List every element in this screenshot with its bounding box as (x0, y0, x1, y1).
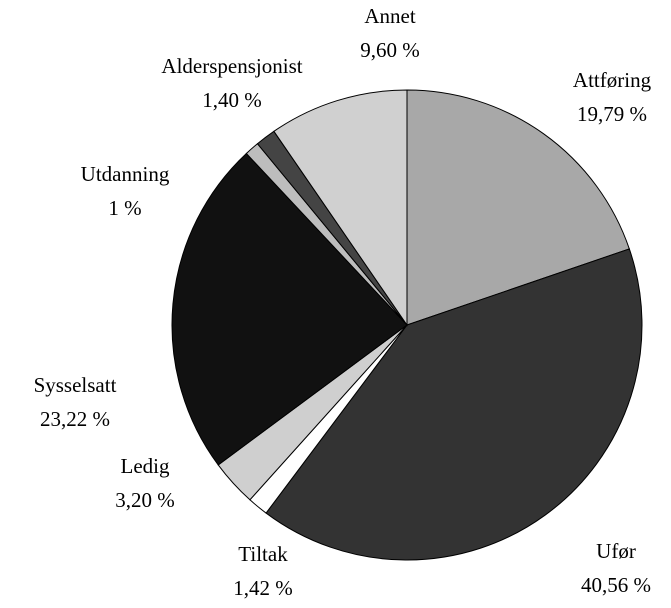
slice-label: Utdanning (81, 162, 170, 186)
slice-value: 1,40 % (202, 88, 262, 112)
slice-value: 9,60 % (360, 38, 420, 62)
slice-label: Attføring (573, 68, 652, 92)
slice-value: 23,22 % (40, 407, 110, 431)
slice-label: Alderspensjonist (161, 54, 302, 78)
slice-label: Sysselsatt (34, 373, 117, 397)
slice-label: Ledig (121, 454, 170, 478)
slice-value: 19,79 % (577, 102, 647, 126)
slice-label: Ufør (596, 539, 636, 563)
slice-value: 40,56 % (581, 573, 651, 597)
slice-label: Annet (364, 4, 415, 28)
slice-value: 3,20 % (115, 488, 175, 512)
slice-value: 1 % (108, 196, 141, 220)
slice-label: Tiltak (238, 542, 288, 566)
pie-slice (171, 152, 408, 466)
slice-value: 1,42 % (233, 576, 293, 600)
pie-slice (265, 248, 643, 561)
pie-slice (273, 89, 408, 327)
pie-slice (406, 89, 630, 326)
